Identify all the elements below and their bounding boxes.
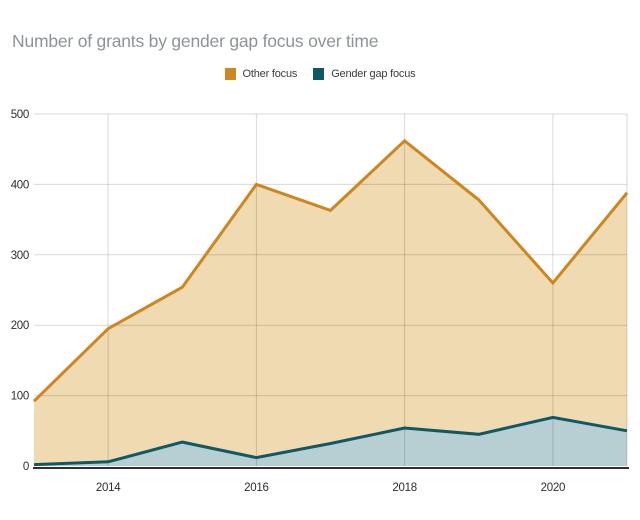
- y-tick-label-200: 200: [11, 320, 29, 332]
- legend-label-other-focus: Other focus: [242, 68, 298, 80]
- x-tick-label-2018: 2018: [392, 482, 416, 494]
- x-tick-label-2016: 2016: [244, 482, 268, 494]
- y-tick-label-500: 500: [11, 109, 29, 121]
- y-tick-label-300: 300: [11, 250, 29, 262]
- legend-label-gender-gap-focus: Gender gap focus: [331, 68, 416, 80]
- other-focus-swatch-icon: [224, 68, 236, 80]
- y-tick-label-100: 100: [11, 391, 29, 403]
- other-focus-line: [32, 138, 629, 403]
- gender-gap-swatch-icon: [313, 68, 325, 80]
- y-tick-label-400: 400: [11, 179, 29, 191]
- x-tick-label-2014: 2014: [96, 482, 121, 494]
- y-tick-label-0: 0: [23, 461, 29, 473]
- legend-item-other-focus: Other focus: [224, 68, 298, 80]
- chart-title: Number of grants by gender gap focus ove…: [12, 31, 379, 51]
- legend: Other focus Gender gap focus: [0, 68, 640, 80]
- gender-gap-focus-area: [34, 417, 627, 466]
- other-focus-area: [34, 140, 627, 467]
- x-tick-label-2020: 2020: [541, 482, 565, 494]
- legend-item-gender-gap-focus: Gender gap focus: [313, 68, 416, 80]
- gender-gap-focus-line: [33, 415, 628, 467]
